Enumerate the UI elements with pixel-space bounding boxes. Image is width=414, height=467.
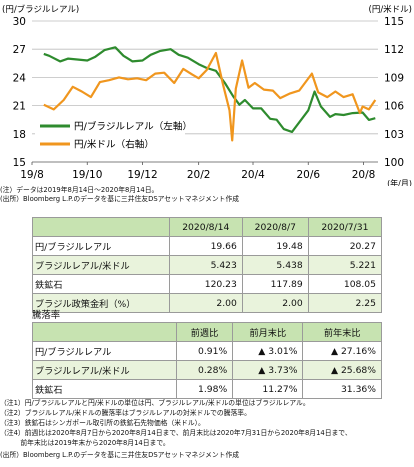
table-cell: 5.438 [241,255,309,275]
row-label: ブラジル政策金利（%） [32,293,170,313]
table-cell: ▲ 25.68% [302,360,382,380]
price-table-header: 2020/8/14 2020/8/7 2020/7/31 [32,217,383,237]
table-cell: 5.423 [168,255,243,275]
table-note-3: （注3）鉄鉱石はシンガポール取引所の鉄鉱石先物価格（米ドル）。 [0,419,205,427]
left-tick-label: 18 [13,129,26,141]
table-header-cell: 前週比 [175,322,234,342]
table-cell: 5.221 [307,255,383,275]
x-tick-label: 20/2 [187,169,211,181]
legend-label-usd: 円/米ドル（右軸） [74,139,154,151]
price-table: 2020/8/14 2020/8/7 2020/7/31 円/ブラジルレアル 1… [32,217,383,313]
x-axis-ticks: 19/8 19/10 19/12 20/2 20/4 20/6 20/8 [20,162,375,181]
table-note-2: （注2）ブラジルレアル/米ドルの騰落率はブラジルレアルの対米ドルでの騰落率。 [0,409,251,417]
table-cell: ▲ 27.16% [302,341,382,361]
table-cell: 117.89 [241,274,309,294]
right-tick-label: 115 [384,16,404,28]
x-tick-label: 19/10 [72,169,102,181]
table-cell: 120.23 [168,274,243,294]
table-note-4: （注4）前週比は2020年8月7日から2020年8月14日まで、前月末比は202… [0,429,352,437]
right-tick-label: 100 [384,157,404,169]
left-tick-label: 30 [13,16,26,28]
table-header-cell: 前年末比 [302,322,382,342]
x-tick-label: 19/8 [20,169,44,181]
right-axis-unit: (円/米ドル) [369,4,413,15]
table-cell: 31.36% [302,379,382,399]
change-table-title: 騰落率 [32,310,61,321]
table-cell: 11.27% [232,379,304,399]
table-cell: 0.28% [175,360,234,380]
left-tick-label: 21 [13,101,26,113]
row-label: 鉄鉱石 [32,274,170,294]
table-cell: ▲ 3.73% [232,360,304,380]
row-label: 円/ブラジルレアル [32,236,170,256]
table-cell: 2.00 [168,293,243,313]
table-header-cell [32,322,177,342]
row-label: ブラジルレアル/米ドル [32,360,177,380]
table-row: ブラジル政策金利（%） 2.00 2.00 2.25 [32,293,383,313]
table-cell: 20.27 [307,236,383,256]
right-axis-ticks: 100 103 106 109 112 115 [384,16,404,169]
table-cell: 19.48 [241,236,309,256]
left-axis-ticks: 15 18 21 24 27 30 [13,16,27,169]
table-header-cell [32,217,170,237]
table-header-cell: 前月末比 [232,322,304,342]
table-header-cell: 2020/8/14 [168,217,243,237]
change-table-header: 前週比 前月末比 前年末比 [32,322,382,342]
table-cell: ▲ 3.01% [232,341,304,361]
row-label: ブラジルレアル/米ドル [32,255,170,275]
table-header-cell: 2020/7/31 [307,217,383,237]
chart-note: (注）データは2019年8月14日～2020年8月14日。 [0,186,159,194]
table-cell: 108.05 [307,274,383,294]
table-row: 円/ブラジルレアル 0.91% ▲ 3.01% ▲ 27.16% [32,341,382,361]
chart-source: (出所）Bloomberg L.P.のデータを基に三井住友DSアセットマネジメン… [0,195,240,203]
left-tick-label: 15 [13,157,26,169]
legend-box [35,114,185,154]
x-axis-unit: (年/月) [387,178,412,186]
row-label: 鉄鉱石 [32,379,177,399]
table-cell: 1.98% [175,379,234,399]
table-cell: 0.91% [175,341,234,361]
table-header-cell: 2020/8/7 [241,217,309,237]
series-line-brl [43,46,376,133]
table-row: 鉄鉱石 120.23 117.89 108.05 [32,274,383,294]
left-tick-label: 27 [13,44,26,56]
table-cell: 2.00 [241,293,309,313]
table-source: (出所）Bloomberg L.P.のデータを基に三井住友DSアセットマネジメン… [0,451,240,459]
right-tick-label: 112 [384,44,404,56]
table-cell: 19.66 [168,236,243,256]
table-row: ブラジルレアル/米ドル 0.28% ▲ 3.73% ▲ 25.68% [32,360,382,380]
table-row: 円/ブラジルレアル 19.66 19.48 20.27 [32,236,383,256]
table-cell: 2.25 [307,293,383,313]
right-tick-label: 103 [384,129,404,141]
left-tick-label: 24 [13,72,27,84]
left-axis-unit: (円/ブラジルレアル) [2,4,79,15]
right-tick-label: 109 [384,72,404,84]
x-tick-label: 20/8 [352,169,376,181]
legend-label-brl: 円/ブラジルレアル（左軸） [74,121,192,133]
table-row: ブラジルレアル/米ドル 5.423 5.438 5.221 [32,255,383,275]
x-tick-label: 19/12 [127,169,157,181]
x-tick-label: 20/4 [241,169,265,181]
row-label: 円/ブラジルレアル [32,341,177,361]
x-tick-label: 20/6 [296,169,320,181]
change-table: 前週比 前月末比 前年末比 円/ブラジルレアル 0.91% ▲ 3.01% ▲ … [32,322,382,399]
series-line-usd [43,51,377,142]
right-tick-label: 106 [384,101,404,113]
table-note-1: （注1）円/ブラジルレアルと円/米ドルの単位は円、ブラジルレアル/米ドルの単位は… [0,399,310,407]
table-note-5: 前年末比は2019年末から2020年8月14日まで。 [0,439,170,447]
table-row: 鉄鉱石 1.98% 11.27% 31.36% [32,379,382,399]
